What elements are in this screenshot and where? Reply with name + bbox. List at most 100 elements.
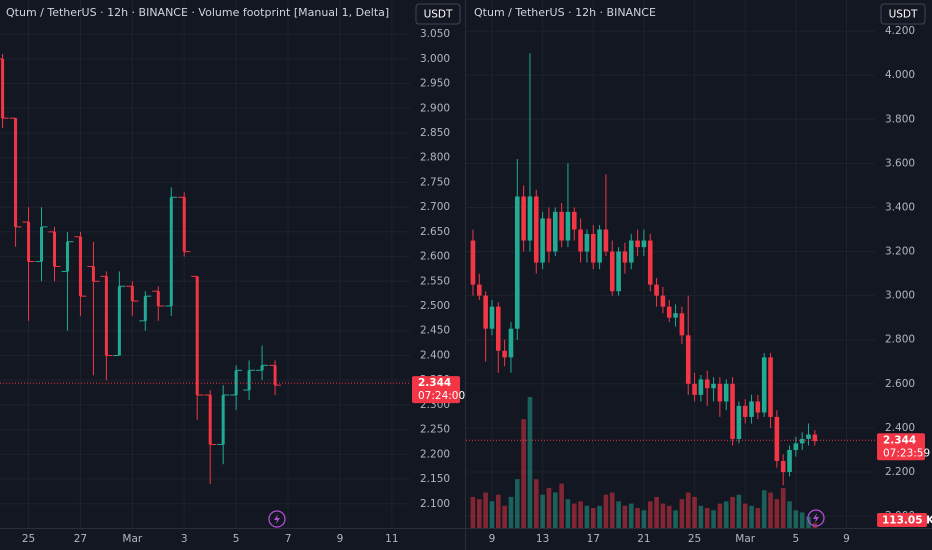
candle-body xyxy=(774,416,780,461)
x-tick-label: 9 xyxy=(337,533,344,545)
last-price-label: 2.344 xyxy=(883,434,916,446)
y-tick-label: 2.850 xyxy=(420,127,450,139)
candle-body xyxy=(14,118,18,227)
y-tick-label: 2.450 xyxy=(420,325,450,337)
candle-body xyxy=(489,306,495,329)
volume-bar xyxy=(685,492,691,528)
volume-bar xyxy=(654,496,659,528)
volume-bar xyxy=(717,503,723,528)
volume-bar xyxy=(571,503,577,528)
candle-body xyxy=(208,395,212,445)
candle-body xyxy=(787,449,792,473)
candle-body xyxy=(476,284,482,296)
y-tick-label: 4.000 xyxy=(885,69,915,81)
currency-label: USDT xyxy=(424,9,453,21)
x-tick-label: Mar xyxy=(122,533,142,545)
x-tick-label: 5 xyxy=(233,533,240,545)
volume-bar xyxy=(730,496,735,528)
volume-bar xyxy=(793,510,799,528)
candle-body xyxy=(616,251,621,292)
volume-bar xyxy=(761,490,767,528)
x-tick-label: 9 xyxy=(843,533,850,545)
candle-body xyxy=(635,240,640,248)
volume-tag xyxy=(877,513,927,527)
volume-bar xyxy=(673,510,678,528)
candle-body xyxy=(221,395,225,445)
x-tick-label: 7 xyxy=(285,533,292,545)
candle-body xyxy=(628,240,634,263)
volume-label: 113.05 K xyxy=(882,515,932,527)
candle-body xyxy=(812,434,818,442)
candle-body xyxy=(590,233,596,263)
x-tick-label: 13 xyxy=(536,533,549,545)
y-tick-label: 2.600 xyxy=(420,251,450,263)
volume-bar xyxy=(755,508,761,528)
volume-bar xyxy=(736,494,742,528)
y-tick-label: 3.050 xyxy=(420,28,450,40)
currency-button[interactable] xyxy=(415,3,461,25)
currency-button[interactable] xyxy=(880,3,926,25)
x-tick-label: 5 xyxy=(793,533,800,545)
candle-body xyxy=(673,313,678,318)
candle-body xyxy=(1,58,5,119)
volume-bar xyxy=(540,494,545,528)
candle-body xyxy=(723,383,729,402)
volume-bar xyxy=(559,483,564,528)
lightning-icon[interactable] xyxy=(268,510,286,528)
candle-body xyxy=(470,240,476,285)
y-tick-label: 2.900 xyxy=(420,102,450,114)
y-tick-label: 3.400 xyxy=(885,201,915,213)
candle-body xyxy=(571,211,577,230)
candle-body xyxy=(546,218,552,252)
volume-bar xyxy=(609,492,615,528)
candle-body xyxy=(182,197,186,252)
y-tick-label: 2.800 xyxy=(420,152,450,164)
chart-panel: 3.050 3.000 2.950 2.900 2.850 2.800 2.750 2.700… xyxy=(0,0,465,545)
candle-body xyxy=(117,286,121,356)
last-price-tag xyxy=(877,433,925,461)
candle-body xyxy=(552,211,558,252)
volume-bar xyxy=(711,510,716,528)
candle-body xyxy=(806,434,811,439)
volume-bar xyxy=(470,496,476,528)
volume-bar xyxy=(590,508,596,528)
y-tick-label: 3.600 xyxy=(885,157,915,169)
countdown-label: 07:23:59 xyxy=(883,447,930,459)
candle-body xyxy=(578,229,583,252)
candle-body xyxy=(559,211,564,241)
candle-body xyxy=(65,241,69,272)
volume-bar xyxy=(698,505,704,528)
candle-body xyxy=(755,401,761,413)
x-tick-label: 9 xyxy=(489,533,496,545)
candle-body xyxy=(768,357,773,417)
last-price-tag xyxy=(412,376,460,404)
candle-body xyxy=(584,233,590,252)
candle-body xyxy=(247,370,251,391)
candle-body xyxy=(234,370,238,396)
volume-bar xyxy=(806,516,811,528)
candle-body xyxy=(603,229,609,252)
candle-body xyxy=(780,460,786,473)
x-tick-label: 3 xyxy=(181,533,188,545)
y-tick-label: 2.600 xyxy=(885,378,915,390)
lightning-icon[interactable] xyxy=(807,509,825,527)
volume-bar xyxy=(628,503,634,528)
volume-bar xyxy=(768,492,773,528)
volume-bar xyxy=(780,488,786,528)
candle-body xyxy=(521,196,526,241)
chart-title: Qtum / TetherUS · 12h · BINANCE · Volume… xyxy=(6,6,389,19)
candle-body xyxy=(793,443,799,450)
y-tick-label: 2.750 xyxy=(420,176,450,188)
y-tick-label: 2.400 xyxy=(420,349,450,361)
volume-bar xyxy=(704,508,710,528)
volume-bar xyxy=(521,419,526,528)
candle-body xyxy=(799,438,805,444)
volume-bar xyxy=(799,512,805,528)
candle-body xyxy=(717,383,723,402)
volume-bar xyxy=(578,501,583,528)
candle-body xyxy=(761,357,767,413)
candle-body xyxy=(169,197,173,307)
volume-bar xyxy=(641,510,647,528)
y-tick-label: 2.950 xyxy=(420,78,450,90)
y-tick-label: 2.150 xyxy=(420,473,450,485)
